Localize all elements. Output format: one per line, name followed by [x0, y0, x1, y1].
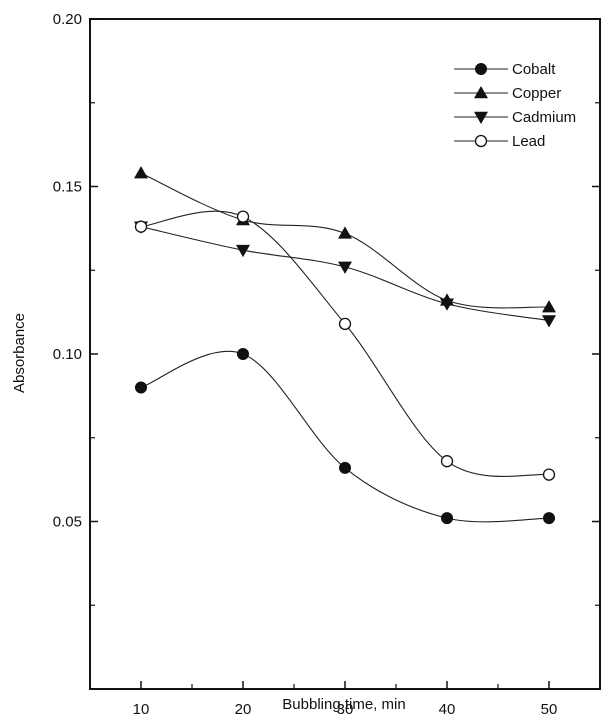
x-tick-label: 20	[235, 701, 252, 714]
y-tick-label: 0.15	[53, 179, 82, 196]
copper-point	[542, 300, 556, 313]
lead-point	[542, 468, 556, 481]
y-tick-label: 0.10	[53, 346, 82, 363]
legend-marker-copper	[474, 86, 488, 99]
cadmium-point	[236, 244, 250, 258]
cobalt-point	[135, 381, 147, 394]
axes: 10 20 30 40 50 0.05 0.10 0.15 0.20	[53, 11, 601, 714]
legend-label: Cadmium	[512, 109, 576, 126]
x-tick-label: 30	[337, 701, 354, 714]
cobalt-curve	[140, 351, 550, 523]
legend-item-cobalt: Cobalt	[454, 61, 556, 78]
cobalt-point	[543, 512, 555, 525]
copper-point	[134, 166, 148, 179]
legend-item-lead: Lead	[454, 133, 545, 150]
x-axis-title: Bubbling time, min	[282, 696, 405, 713]
cobalt-point	[339, 461, 351, 474]
lead-point	[338, 317, 352, 331]
legend-label: Copper	[512, 85, 561, 102]
lead-point	[134, 220, 148, 233]
lead-point	[440, 455, 454, 468]
y-tick-label: 0.20	[53, 11, 82, 28]
cobalt-point	[237, 348, 249, 360]
legend-label: Cobalt	[512, 61, 556, 78]
legend-item-cadmium: Cadmium	[454, 109, 576, 126]
cadmium-point	[542, 315, 556, 328]
y-axis-title: Absorbance	[11, 313, 28, 393]
cadmium-point	[338, 261, 352, 274]
legend-item-copper: Copper	[454, 85, 561, 102]
x-tick-label: 10	[133, 701, 150, 714]
legend-label: Lead	[512, 133, 545, 150]
y-tick-label: 0.05	[53, 514, 82, 531]
cobalt-point	[441, 512, 453, 525]
legend: Cobalt Copper Cadmium Lead	[454, 61, 576, 150]
copper-point	[338, 226, 352, 239]
legend-marker-cobalt	[475, 63, 487, 75]
cadmium-point	[440, 298, 454, 311]
copper-curve	[140, 172, 550, 309]
legend-marker-cadmium	[474, 111, 488, 124]
series-markers	[134, 166, 556, 525]
legend-marker-lead	[474, 134, 488, 148]
lead-curve	[140, 210, 550, 477]
lead-point	[236, 210, 250, 223]
x-tick-label: 50	[541, 701, 558, 714]
x-tick-label: 40	[439, 701, 456, 714]
